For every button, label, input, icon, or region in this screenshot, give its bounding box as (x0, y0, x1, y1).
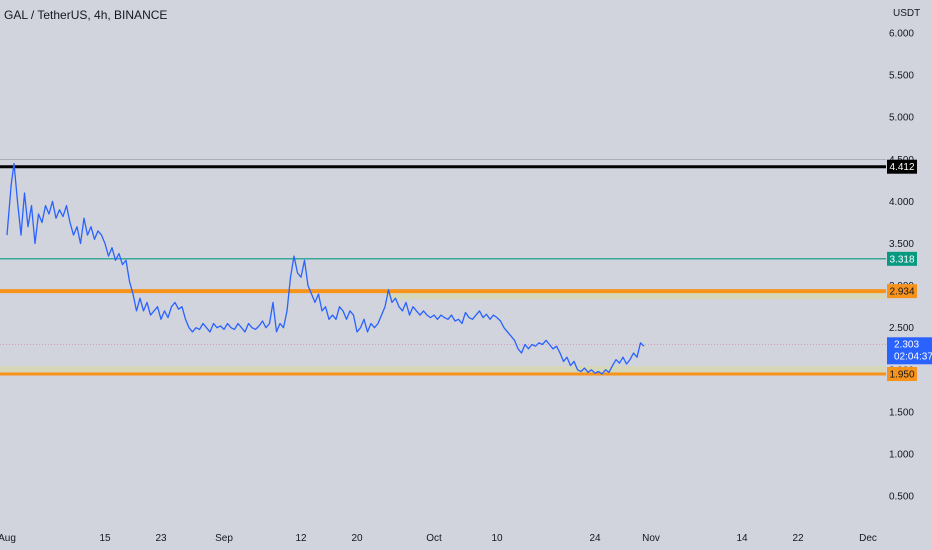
level-label-bg (887, 367, 917, 382)
x-tick-label: 15 (99, 533, 111, 544)
x-tick-label: 12 (295, 533, 307, 544)
y-tick-label: 1.500 (889, 407, 914, 418)
level-labels: 4.412 3.318 2.934 1.950 (887, 159, 917, 382)
level-label: 3.318 (889, 254, 914, 265)
level-label: 4.412 (889, 162, 914, 173)
y-tick-label: 5.000 (889, 113, 914, 124)
y-tick-label: 0.500 (889, 492, 914, 503)
level-label-bg (887, 251, 917, 266)
x-tick-label: 22 (792, 533, 804, 544)
price-line-group (6, 162, 645, 375)
chart-title: GAL / TetherUS, 4h, BINANCE (4, 8, 167, 22)
y-tick-label: 2.500 (889, 323, 914, 334)
y-tick-label: 1.000 (889, 450, 914, 461)
level-label: 1.950 (889, 370, 914, 381)
x-tick-label: Dec (859, 533, 877, 544)
x-tick-label: 14 (736, 533, 748, 544)
x-tick-label: Nov (642, 533, 660, 544)
x-tick-label: Oct (426, 533, 442, 544)
y-tick-label: 5.500 (889, 71, 914, 82)
last-price-badge (887, 337, 932, 365)
x-tick-label: 23 (155, 533, 167, 544)
y-axis-unit: USDT (893, 8, 920, 19)
y-tick-label: 3.500 (889, 239, 914, 250)
x-tick-label: 24 (589, 533, 601, 544)
x-tick-label: Aug (0, 533, 16, 544)
x-tick-label: 10 (491, 533, 503, 544)
resistance-zone (386, 290, 886, 300)
x-axis: Aug 15 23 Sep 12 20 Oct 10 24 Nov 14 22 Dec (0, 533, 877, 544)
x-tick-label: 20 (351, 533, 363, 544)
support-zone (0, 366, 886, 375)
last-price-value: 2.303 (894, 339, 919, 350)
level-label-bg (887, 284, 917, 299)
price-line[interactable] (6, 162, 645, 375)
last-price-countdown: 02:04:37 (894, 351, 932, 362)
support-resistance-zones (0, 290, 886, 375)
horizontal-levels (0, 159, 886, 376)
x-tick-label: Sep (215, 533, 233, 544)
level-label-bg (887, 159, 917, 174)
y-tick-label: 4.000 (889, 197, 914, 208)
level-label: 2.934 (889, 287, 914, 298)
y-tick-label: 6.000 (889, 29, 914, 40)
